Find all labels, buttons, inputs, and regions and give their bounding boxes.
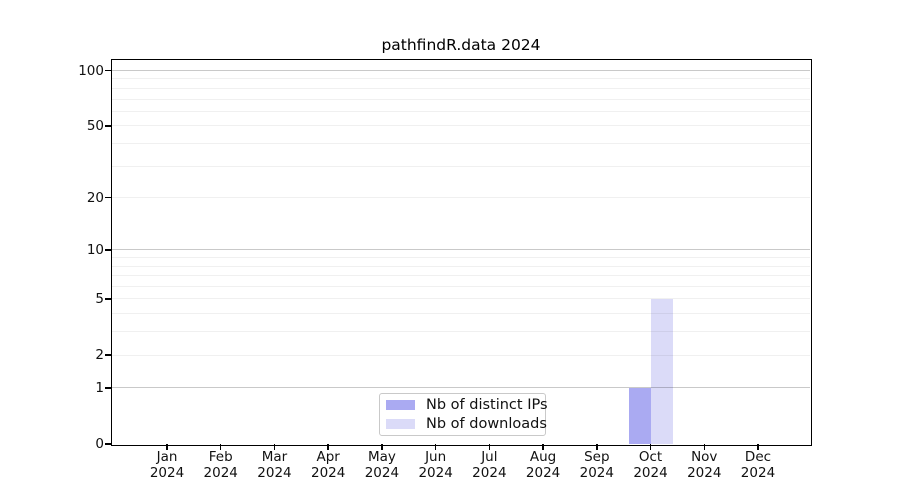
gridline [112,125,810,127]
x-tick-label: Feb 2024 [203,449,238,481]
y-tick-mark [105,387,111,389]
gridline [112,70,810,71]
y-tick-label: 50 [86,117,104,134]
gridline [112,313,810,315]
gridline [112,331,810,333]
y-tick-label: 1 [95,379,104,396]
y-tick-mark [105,443,111,445]
y-tick-label: 20 [86,189,104,206]
x-tick-label: Jan 2024 [149,449,185,481]
y-tick-label: 0 [95,436,104,452]
x-tick-label: Jun 2024 [418,449,453,481]
gridline [112,87,810,89]
y-tick-label: 10 [86,241,104,258]
y-tick-mark [105,196,111,199]
legend: Nb of distinct IPs Nb of downloads [379,393,548,436]
x-tick-label: Nov 2024 [687,449,722,481]
gridline [112,354,810,356]
y-tick-mark [105,298,111,300]
x-tick-mark [434,444,437,450]
x-tick-label: Dec 2024 [740,449,776,481]
x-tick-mark [219,444,222,450]
legend-label: Nb of distinct IPs [426,397,548,413]
gridline [112,142,810,144]
bar-nb-of-downloads [650,298,673,444]
gridline [112,165,810,167]
legend-label: Nb of downloads [426,416,547,432]
y-tick-label: 5 [95,290,104,307]
y-tick-mark [105,354,111,356]
y-tick-label: 2 [95,347,104,364]
y-tick-mark [105,249,111,251]
x-tick-label: May 2024 [364,449,400,481]
bar-nb-of-distinct-ips [628,387,651,444]
x-tick-label: Jul 2024 [472,449,507,481]
legend-item: Nb of distinct IPs [380,397,548,413]
bars-layer [112,60,810,444]
legend-swatch-downloads [386,419,415,429]
gridline [112,298,810,300]
x-tick-mark [488,444,491,450]
gridlines [112,60,810,444]
gridline [112,98,810,100]
x-tick-mark [757,444,759,450]
x-tick-mark [542,444,544,450]
x-tick-mark [273,444,276,450]
x-tick-mark [703,444,706,450]
gridline [112,110,810,112]
chart-title: pathfindR.data 2024 [381,36,541,54]
y-tick-mark [105,125,111,127]
y-tick-label: 100 [78,62,104,79]
gridline [112,265,810,267]
x-tick-mark [649,444,652,450]
x-tick-label: Oct 2024 [633,449,668,481]
gridline [112,286,810,288]
gridline [112,78,810,80]
legend-swatch-distinct-ips [386,400,415,410]
gridline [112,387,810,389]
gridline [112,275,810,277]
x-tick-mark [596,444,598,450]
x-tick-label: Aug 2024 [525,449,561,481]
x-tick-label: Sep 2024 [579,449,614,481]
x-tick-label: Apr 2024 [310,449,346,481]
x-tick-label: Mar 2024 [257,449,292,481]
plot-area [110,58,812,446]
x-tick-mark [166,444,168,450]
gridline [112,197,810,199]
legend-item: Nb of downloads [380,416,547,432]
x-tick-mark [381,444,383,450]
y-tick-mark [105,69,111,72]
x-tick-mark [327,444,329,450]
gridline [112,249,810,251]
gridline [112,257,810,259]
